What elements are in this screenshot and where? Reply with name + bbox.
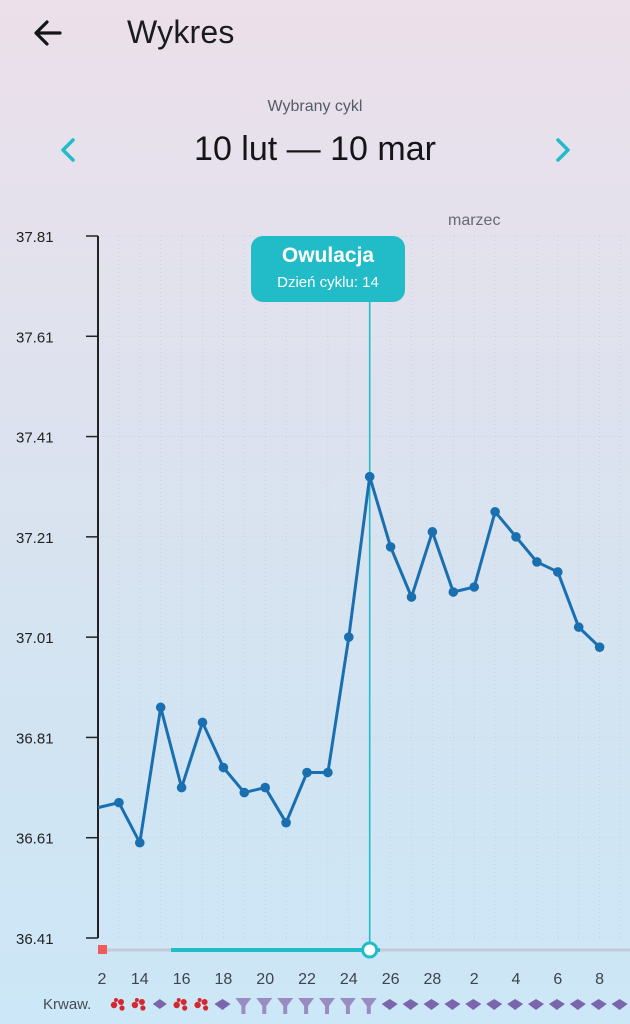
y-tick-label: 37.61 <box>16 329 54 346</box>
ovulation-marker <box>361 941 379 959</box>
blood-drop-icon <box>110 998 125 1011</box>
month-marker: marzec <box>448 212 501 229</box>
blood-drop-icon <box>194 998 209 1011</box>
cervical-mucus-icon <box>256 998 273 1014</box>
y-tick-label: 37.41 <box>16 430 54 447</box>
cervical-mucus-icon <box>611 999 628 1010</box>
temperature-point <box>385 542 396 552</box>
cervical-mucus-icon <box>235 998 252 1014</box>
temperature-point <box>406 592 417 602</box>
y-tick-label: 36.61 <box>16 831 54 848</box>
temperature-point <box>469 582 480 592</box>
cervical-mucus-icon <box>339 998 356 1014</box>
page-title: Wykres <box>127 14 235 50</box>
x-tick-label: 8 <box>595 971 604 988</box>
period-marker <box>98 945 107 954</box>
x-tick-label: 18 <box>215 971 233 988</box>
x-tick-label: 22 <box>298 971 316 988</box>
app-bar: Wykres <box>0 0 630 72</box>
temperature-point <box>239 787 250 798</box>
chevron-left-icon <box>61 138 75 162</box>
temperature-point <box>135 837 145 848</box>
temperature-point <box>260 782 271 793</box>
x-tick-label: 20 <box>256 971 274 988</box>
temperature-point <box>323 767 333 778</box>
bleeding-row-label: Krwaw. <box>43 996 92 1013</box>
cervical-mucus-icon <box>360 998 377 1014</box>
blood-drop-icon <box>173 998 188 1011</box>
cervical-mucus-icon <box>569 999 586 1010</box>
cervical-mucus-icon <box>152 999 167 1009</box>
y-tick-label: 36.81 <box>16 730 54 747</box>
x-tick-label: 4 <box>512 971 521 988</box>
chevron-right-icon <box>556 138 570 162</box>
temperature-point <box>281 817 291 828</box>
ovulation-subtitle: Dzień cyklu: 14 <box>277 274 379 291</box>
temperature-point <box>155 702 166 713</box>
arrow-left-icon <box>34 20 62 46</box>
cervical-mucus-icon <box>319 998 335 1014</box>
temperature-point <box>114 797 124 808</box>
x-tick-label: 26 <box>382 971 400 988</box>
cervical-mucus-icon <box>486 999 503 1010</box>
cycle-range: 10 lut — 10 mar <box>194 130 436 168</box>
temperature-point <box>532 557 542 567</box>
cervical-mucus-icon <box>528 999 544 1010</box>
cervical-mucus-icon <box>590 999 607 1010</box>
y-tick-label: 37.01 <box>16 630 54 647</box>
temperature-point <box>302 767 312 778</box>
cervical-mucus-icon <box>214 999 231 1010</box>
temperature-point <box>448 587 459 597</box>
x-tick-label: 14 <box>131 971 149 988</box>
temperature-point <box>218 762 229 773</box>
x-tick-label: 6 <box>553 971 562 988</box>
temperature-point <box>427 527 438 537</box>
cervical-mucus-icon <box>548 999 565 1010</box>
back-button[interactable] <box>26 12 74 56</box>
cervical-mucus-icon <box>423 999 440 1010</box>
x-tick-label: 2 <box>470 971 479 988</box>
ovulation-tooltip: Owulacja Dzień cyklu: 14 <box>251 236 405 302</box>
next-cycle-button[interactable] <box>543 130 583 170</box>
blood-drop-icon <box>131 998 146 1011</box>
previous-cycle-button[interactable] <box>48 130 88 170</box>
temperature-point <box>176 782 187 793</box>
temperature-point <box>344 632 354 642</box>
y-tick-label: 36.41 <box>16 931 54 948</box>
temperature-point <box>490 506 500 517</box>
cervical-mucus-icon <box>381 999 398 1010</box>
ovulation-title: Owulacja <box>281 244 375 267</box>
cervical-mucus-icon <box>402 999 419 1010</box>
x-tick-label: 16 <box>173 971 191 988</box>
x-tick-label: 28 <box>424 971 442 988</box>
x-tick-label: 24 <box>340 971 358 988</box>
temperature-point <box>553 567 563 577</box>
temperature-line <box>97 475 601 845</box>
y-tick-label: 37.81 <box>16 229 54 246</box>
cervical-mucus-icon <box>277 998 294 1014</box>
temperature-point <box>364 471 375 482</box>
y-tick-label: 37.21 <box>16 530 54 547</box>
temperature-point <box>573 622 584 632</box>
x-tick-label: 2 <box>98 971 107 988</box>
temperature-point <box>511 532 521 542</box>
cervical-mucus-icon <box>444 999 461 1010</box>
cervical-mucus-icon <box>465 999 482 1010</box>
temperature-point <box>197 717 208 728</box>
temperature-point <box>594 642 605 652</box>
cervical-mucus-icon <box>507 999 524 1010</box>
cervical-mucus-icon <box>298 998 315 1014</box>
cycle-caption: Wybrany cykl <box>267 98 363 115</box>
